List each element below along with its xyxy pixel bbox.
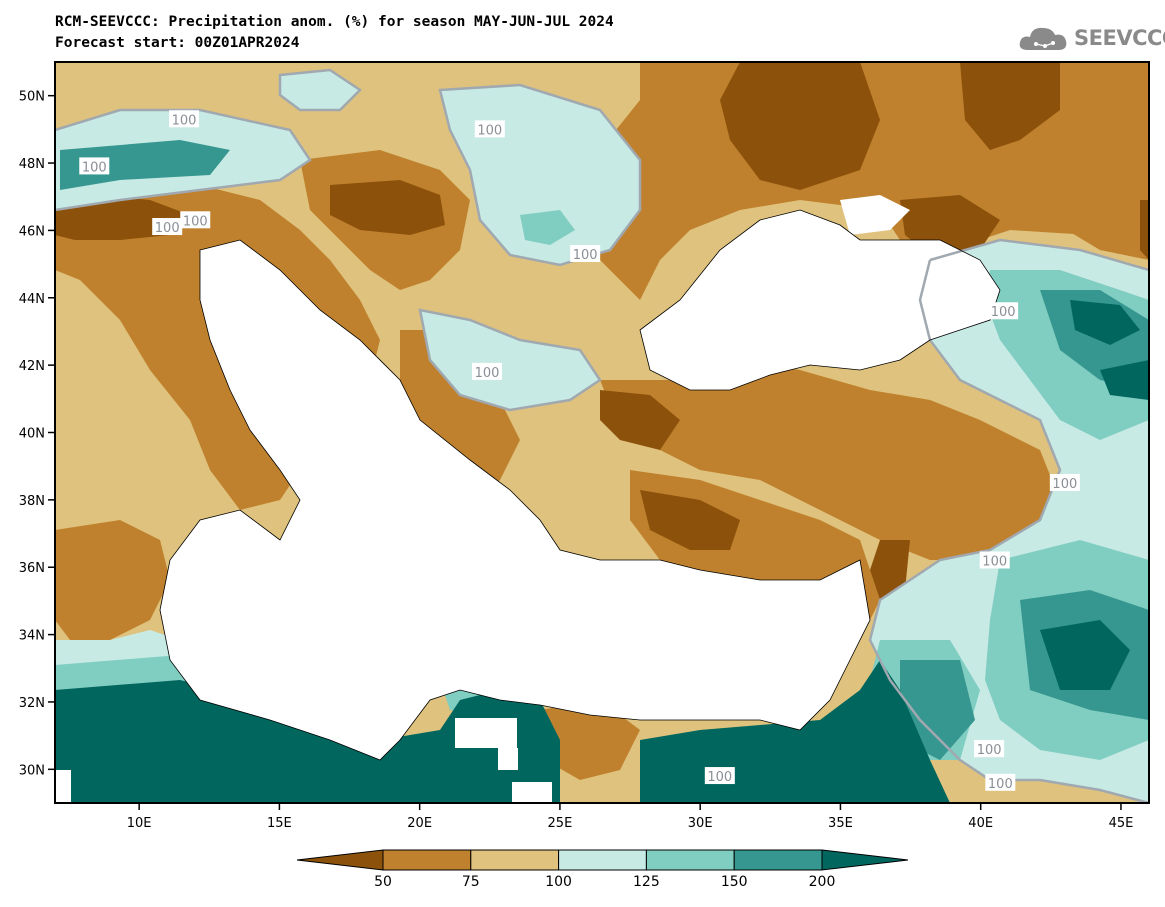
- colorbar-high-arrow: [821, 849, 909, 871]
- lon-tick-label: 40E: [968, 816, 993, 831]
- contour-label: 100: [991, 305, 1016, 320]
- lat-tick-label: 34N: [19, 629, 45, 644]
- colorbar-segment: [558, 849, 647, 871]
- lat-tick-label: 40N: [19, 427, 45, 442]
- lat-tick-label: 48N: [19, 157, 45, 172]
- contour-label: 100: [172, 113, 197, 128]
- lat-tick-label: 46N: [19, 224, 45, 239]
- lat-tick-label: 44N: [19, 292, 45, 307]
- latitude-ticks: 50N 48N 46N 44N 42N 40N 38N 36N 34N 32N 30N: [19, 90, 55, 778]
- contour-label: 100: [573, 248, 598, 263]
- lon-tick-label: 10E: [127, 816, 152, 831]
- lon-tick-label: 45E: [1109, 816, 1134, 831]
- contour-label: 100: [707, 770, 732, 785]
- colorbar-level-label: 200: [808, 874, 836, 890]
- colorbar-level-label: 100: [545, 874, 572, 890]
- contour-label-bg: [974, 740, 1005, 758]
- contour-label-bg: [152, 218, 183, 236]
- lon-tick-label: 20E: [407, 816, 432, 831]
- contour-label: 100: [475, 366, 500, 381]
- contour-label-bg: [979, 551, 1010, 569]
- contour-label-bg: [704, 767, 735, 785]
- colorbar-segment: [733, 849, 823, 871]
- colorbar-level-label: 150: [720, 874, 748, 890]
- sea-areas: [55, 195, 1000, 803]
- title-line2: Forecast start: 00Z01APR2024: [55, 35, 300, 51]
- lat-tick-label: 36N: [19, 561, 45, 576]
- contour-label: 100: [183, 214, 208, 229]
- lat-tick-label: 42N: [19, 359, 45, 374]
- colorbar-segment: [645, 849, 735, 871]
- colorbar-segment: [382, 849, 472, 871]
- lat-tick-label: 30N: [19, 763, 45, 778]
- contour-label-bg: [570, 244, 601, 262]
- contour-label-bg: [988, 302, 1019, 320]
- lon-tick-label: 35E: [828, 816, 853, 831]
- lon-tick-label: 15E: [267, 816, 292, 831]
- contour-label: 100: [982, 554, 1007, 569]
- contour-lines: [55, 68, 1149, 803]
- contour-label: 100: [1052, 477, 1077, 492]
- contour-label-bg: [180, 211, 211, 229]
- contour-label: 100: [988, 777, 1013, 792]
- title-line1: RCM-SEEVCCC: Precipitation anom. (%) for…: [55, 14, 614, 30]
- contour-label: 100: [155, 221, 180, 236]
- lat-tick-label: 38N: [19, 494, 45, 509]
- colorbar-level-label: 125: [633, 874, 660, 890]
- colorbar-level-label: 75: [461, 874, 480, 890]
- contour-label-bg: [1049, 474, 1080, 492]
- lon-tick-label: 25E: [548, 816, 573, 831]
- contour-label-bg: [169, 110, 200, 128]
- cloud-logo-icon: [1019, 27, 1067, 50]
- contour-label-bg: [79, 157, 110, 175]
- lat-tick-label: 50N: [19, 90, 45, 105]
- contour-label-bg: [471, 362, 502, 380]
- colorbar: [296, 849, 909, 871]
- contour-label-bg: [474, 120, 505, 138]
- contour-label: 100: [977, 743, 1002, 758]
- longitude-ticks: 10E 15E 20E 25E 30E 35E 40E 45E: [127, 803, 1134, 831]
- seevccc-logo: SEEVCCC: [1018, 22, 1165, 56]
- contour-label: 100: [82, 160, 107, 175]
- lat-tick-label: 32N: [19, 696, 45, 711]
- lon-tick-label: 30E: [688, 816, 713, 831]
- logo-text: SEEVCCC: [1074, 26, 1165, 50]
- colorbar-level-label: 50: [374, 874, 392, 890]
- contour-label: 100: [477, 123, 502, 138]
- colorbar-low-arrow: [296, 849, 384, 871]
- colorbar-segment: [470, 849, 560, 871]
- contour-label-bg: [985, 773, 1016, 791]
